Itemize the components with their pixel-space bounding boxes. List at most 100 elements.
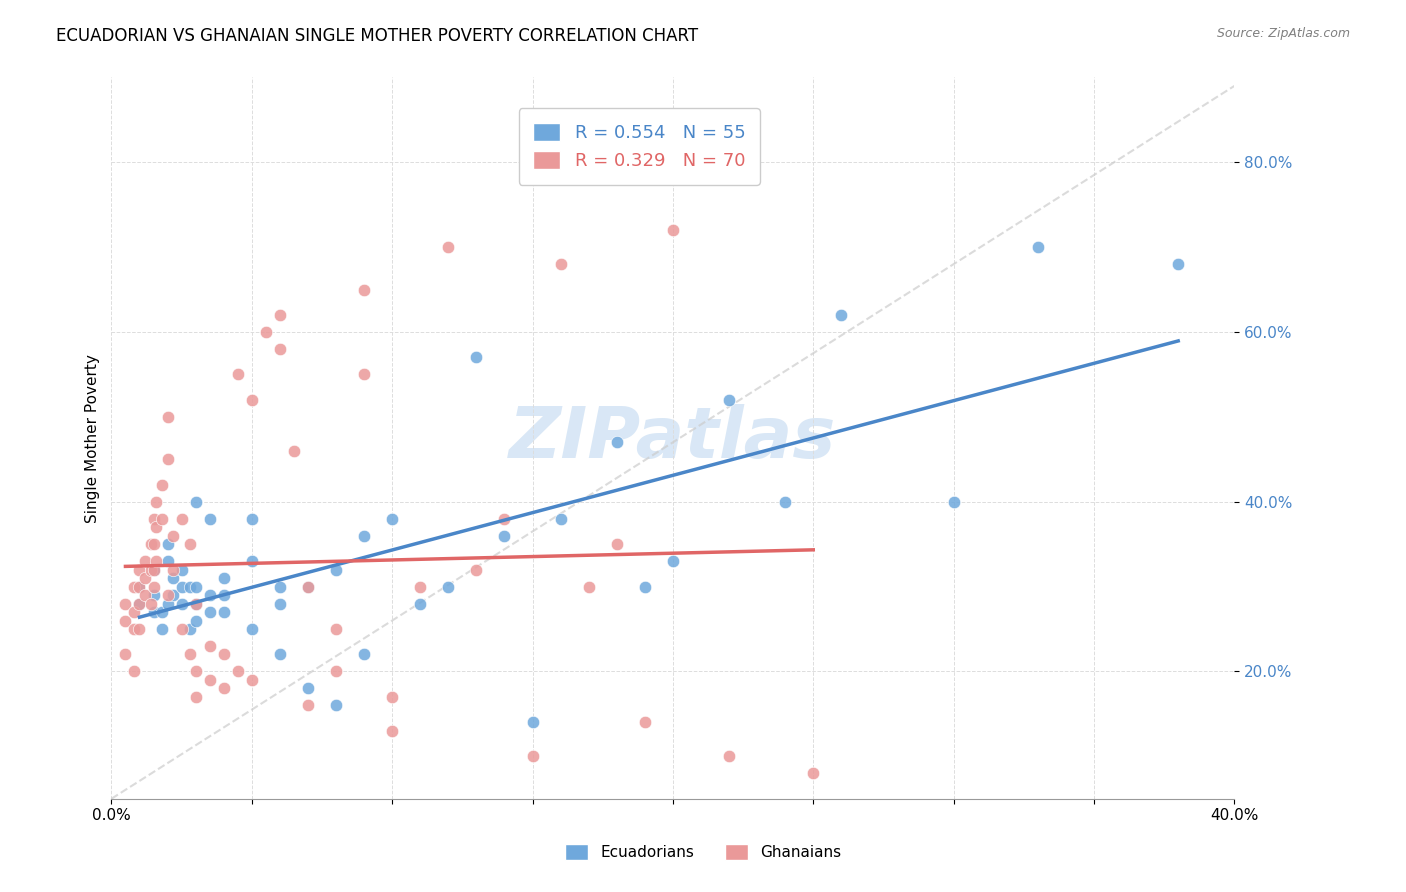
Point [212, 588, 235, 602]
Point [150, 512, 173, 526]
Point [134, 571, 156, 585]
Point [212, 648, 235, 662]
Point [142, 588, 165, 602]
Point [437, 580, 460, 594]
Point [122, 580, 145, 594]
Point [437, 240, 460, 254]
Point [198, 588, 221, 602]
Point [830, 308, 852, 322]
Point [142, 512, 165, 526]
Point [494, 529, 516, 543]
Point [240, 622, 263, 636]
Point [142, 537, 165, 551]
Point [465, 351, 488, 365]
Point [114, 614, 136, 628]
Point [297, 580, 319, 594]
Point [198, 512, 221, 526]
Point [122, 605, 145, 619]
Point [522, 715, 544, 730]
Point [578, 580, 600, 594]
Point [773, 494, 796, 508]
Point [381, 690, 404, 704]
Point [269, 580, 291, 594]
Point [240, 673, 263, 687]
Point [170, 563, 193, 577]
Point [128, 580, 150, 594]
Point [184, 494, 207, 508]
Point [240, 512, 263, 526]
Point [297, 580, 319, 594]
Point [114, 648, 136, 662]
Point [494, 512, 516, 526]
Point [465, 563, 488, 577]
Point [145, 554, 167, 568]
Point [142, 563, 165, 577]
Point [226, 665, 249, 679]
Point [184, 597, 207, 611]
Point [179, 622, 201, 636]
Point [128, 597, 150, 611]
Point [179, 580, 201, 594]
Point [139, 563, 162, 577]
Point [606, 537, 628, 551]
Point [634, 580, 657, 594]
Point [353, 648, 375, 662]
Point [170, 580, 193, 594]
Point [297, 681, 319, 696]
Point [325, 622, 347, 636]
Point [1167, 257, 1189, 271]
Point [353, 283, 375, 297]
Point [142, 580, 165, 594]
Point [269, 342, 291, 356]
Point [179, 648, 201, 662]
Point [550, 257, 572, 271]
Point [409, 580, 432, 594]
Point [128, 563, 150, 577]
Point [325, 665, 347, 679]
Point [134, 554, 156, 568]
Point [162, 571, 184, 585]
Point [942, 494, 965, 508]
Point [269, 308, 291, 322]
Point [156, 597, 179, 611]
Point [198, 605, 221, 619]
Point [718, 749, 741, 764]
Point [550, 512, 572, 526]
Point [139, 537, 162, 551]
Point [128, 597, 150, 611]
Point [134, 588, 156, 602]
Point [184, 597, 207, 611]
Point [801, 766, 824, 780]
Point [198, 673, 221, 687]
Point [240, 392, 263, 407]
Point [718, 392, 741, 407]
Point [212, 681, 235, 696]
Point [114, 597, 136, 611]
Point [662, 223, 685, 237]
Point [353, 368, 375, 382]
Point [226, 368, 249, 382]
Text: Source: ZipAtlas.com: Source: ZipAtlas.com [1216, 27, 1350, 40]
Point [254, 325, 277, 339]
Y-axis label: Single Mother Poverty: Single Mother Poverty [86, 353, 100, 523]
Point [142, 605, 165, 619]
Point [212, 605, 235, 619]
Point [150, 477, 173, 491]
Text: ZIPatlas: ZIPatlas [509, 403, 837, 473]
Point [162, 588, 184, 602]
Point [662, 554, 685, 568]
Point [325, 563, 347, 577]
Point [142, 563, 165, 577]
Legend: R = 0.554   N = 55, R = 0.329   N = 70: R = 0.554 N = 55, R = 0.329 N = 70 [519, 108, 759, 185]
Point [184, 690, 207, 704]
Point [179, 537, 201, 551]
Point [156, 452, 179, 467]
Point [122, 622, 145, 636]
Point [170, 622, 193, 636]
Point [162, 529, 184, 543]
Point [409, 597, 432, 611]
Point [1026, 240, 1049, 254]
Point [198, 639, 221, 653]
Point [162, 563, 184, 577]
Point [128, 580, 150, 594]
